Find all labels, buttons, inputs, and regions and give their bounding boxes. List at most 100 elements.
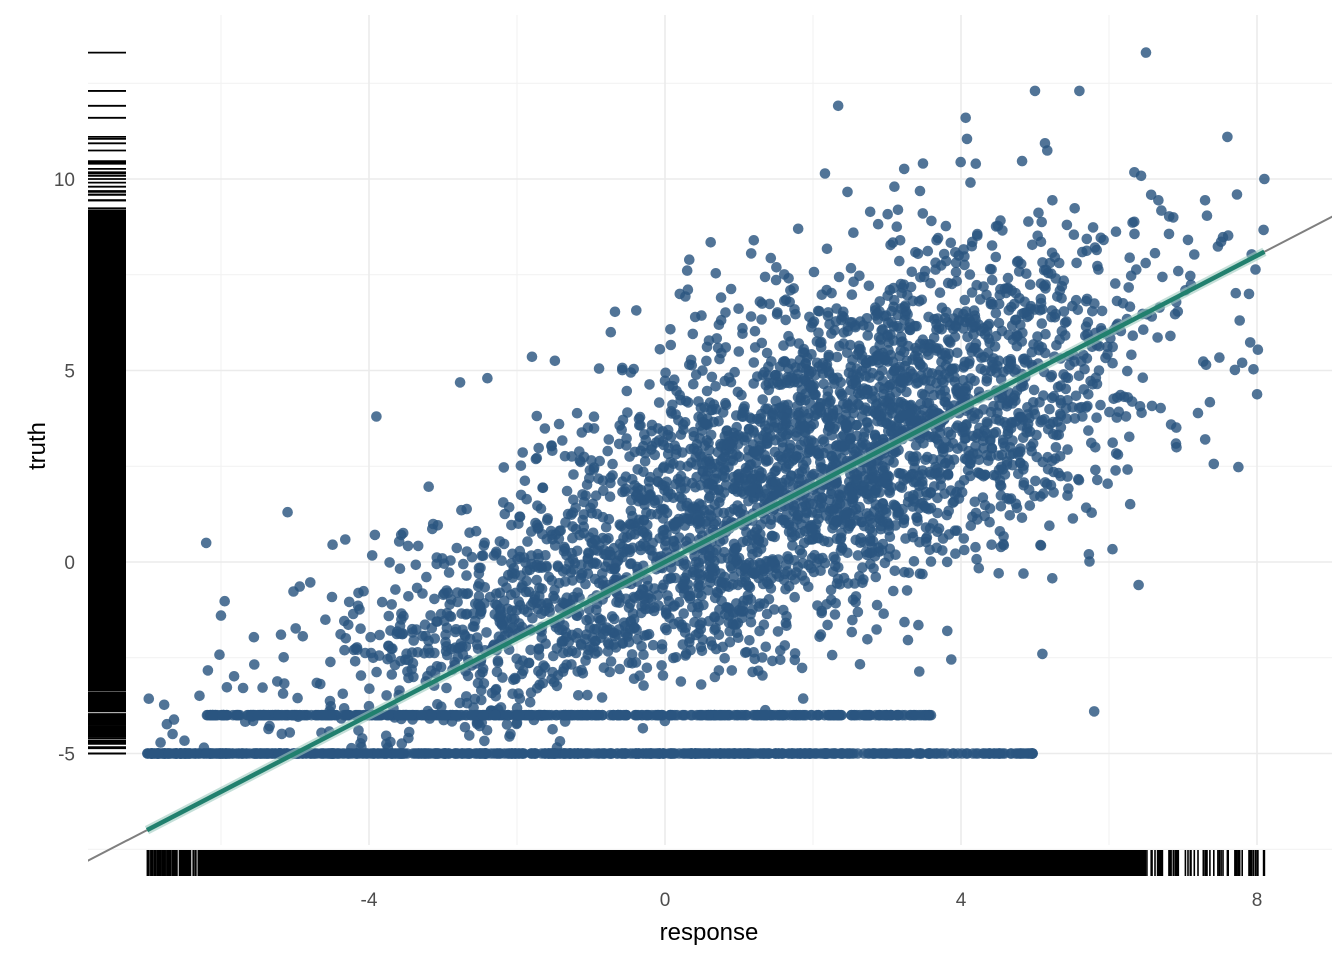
data-point: [841, 421, 852, 433]
data-point: [605, 326, 617, 338]
data-point: [867, 367, 878, 379]
data-point: [831, 351, 843, 363]
data-point: [783, 476, 795, 487]
data-point: [834, 413, 845, 424]
data-point: [959, 294, 971, 306]
data-point: [641, 662, 653, 674]
data-point: [822, 310, 834, 322]
data-point: [1086, 507, 1097, 518]
data-point: [158, 699, 170, 711]
data-point: [1133, 579, 1144, 591]
data-point: [970, 338, 982, 350]
data-point: [1011, 385, 1023, 397]
data-point: [946, 654, 957, 665]
data-point: [756, 314, 767, 325]
data-point: [385, 652, 397, 663]
data-point: [657, 670, 669, 681]
data-point: [477, 550, 489, 561]
data-point: [824, 505, 835, 517]
data-point: [646, 419, 658, 431]
data-point: [926, 215, 937, 227]
data-points: [142, 47, 1270, 759]
data-point: [819, 168, 831, 179]
data-point: [481, 725, 493, 736]
data-point: [930, 432, 942, 444]
data-point: [249, 659, 260, 670]
data-point: [997, 437, 1009, 449]
data-point: [829, 748, 841, 759]
data-point: [745, 311, 757, 322]
data-point: [789, 304, 800, 315]
data-point: [305, 577, 316, 588]
data-point: [783, 273, 794, 284]
data-point: [519, 475, 531, 487]
data-point: [665, 572, 677, 584]
data-point: [1122, 464, 1133, 475]
data-point: [432, 520, 444, 531]
data-point: [557, 566, 569, 577]
data-point: [815, 748, 826, 759]
data-point: [355, 670, 367, 681]
data-point: [384, 557, 395, 568]
data-point: [194, 690, 205, 702]
data-point: [1036, 318, 1048, 329]
data-point: [1170, 438, 1182, 449]
data-point: [1076, 401, 1087, 413]
y-rug-dense-block: [88, 209, 126, 681]
data-point: [573, 748, 584, 759]
data-point: [993, 317, 1005, 329]
data-point: [870, 302, 881, 313]
data-point: [1010, 416, 1022, 427]
data-point: [652, 748, 663, 759]
data-point: [1199, 195, 1211, 206]
data-point: [362, 748, 373, 759]
data-point: [759, 271, 771, 283]
data-point: [631, 748, 642, 759]
data-point: [916, 294, 928, 306]
data-point: [533, 553, 544, 564]
data-point: [1035, 293, 1047, 305]
data-point: [711, 333, 723, 344]
data-point: [1070, 294, 1082, 306]
data-point: [441, 607, 453, 619]
data-point: [506, 558, 517, 569]
data-point: [981, 416, 993, 428]
data-point: [1060, 371, 1072, 383]
data-point: [914, 185, 926, 197]
data-point: [789, 555, 800, 566]
data-point: [796, 474, 807, 485]
data-point: [479, 537, 491, 549]
data-point: [1036, 216, 1047, 228]
data-point: [1258, 224, 1269, 236]
data-point: [1007, 334, 1019, 346]
data-point: [315, 678, 326, 690]
data-point: [443, 567, 455, 578]
data-point: [775, 645, 786, 656]
data-point: [528, 748, 540, 759]
data-point: [690, 459, 702, 470]
data-point: [1189, 249, 1200, 260]
data-point: [910, 440, 922, 451]
data-point: [927, 518, 939, 529]
data-point: [613, 438, 625, 450]
data-point: [786, 371, 797, 382]
data-point: [784, 439, 796, 451]
data-point: [524, 697, 536, 708]
data-point: [605, 472, 616, 484]
data-point: [369, 529, 381, 541]
data-point: [878, 608, 889, 619]
data-point: [499, 748, 510, 759]
data-point: [894, 361, 905, 373]
data-point: [719, 748, 731, 759]
data-point: [421, 571, 432, 583]
data-point: [924, 709, 935, 721]
data-point: [879, 557, 891, 569]
data-point: [950, 266, 962, 278]
data-point: [597, 568, 608, 579]
data-point: [1029, 85, 1041, 97]
data-point: [381, 738, 392, 750]
data-point: [582, 689, 593, 701]
data-point: [892, 204, 904, 216]
data-point: [698, 599, 709, 611]
data-point: [894, 376, 905, 387]
